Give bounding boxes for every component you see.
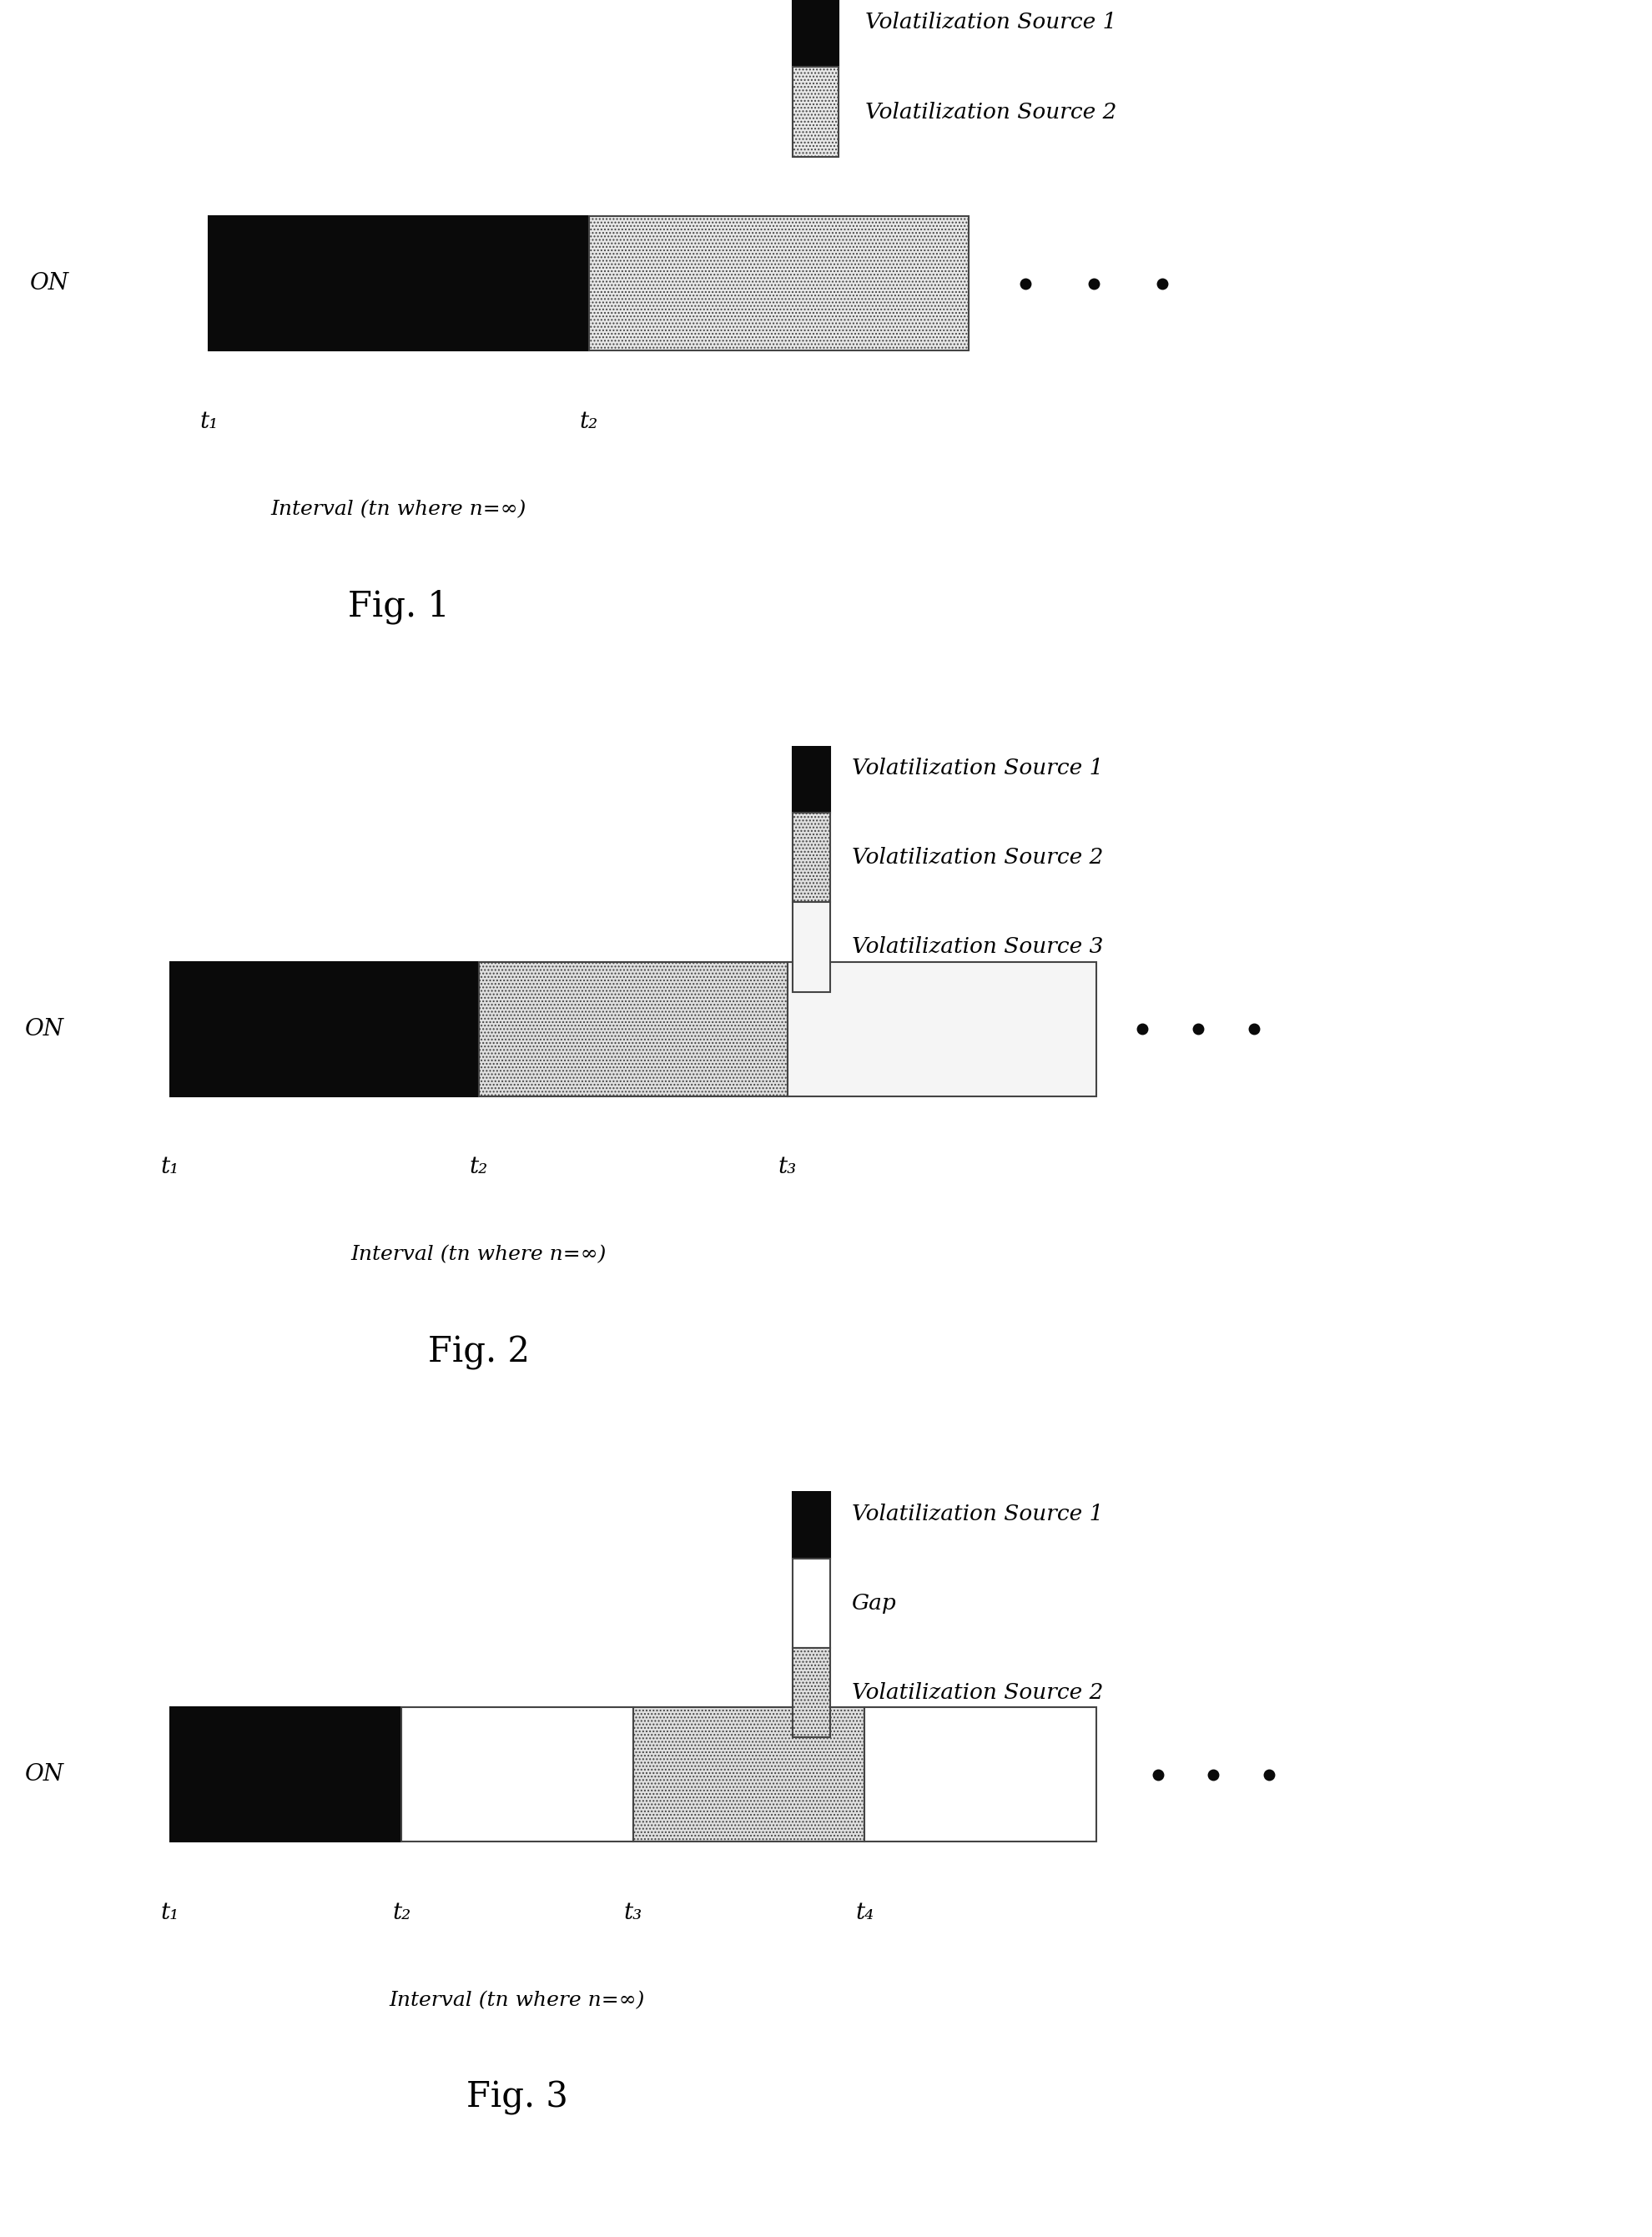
Bar xyxy=(401,1707,633,1841)
Text: Fig. 1: Fig. 1 xyxy=(349,588,449,624)
Bar xyxy=(793,1559,829,1649)
Text: Volatilization Source 2: Volatilization Source 2 xyxy=(852,1682,1104,1702)
Bar xyxy=(633,1707,864,1841)
Text: Fig. 2: Fig. 2 xyxy=(428,1335,530,1369)
Bar xyxy=(588,217,968,351)
Bar xyxy=(793,902,829,991)
Bar xyxy=(170,962,479,1096)
Text: t₃: t₃ xyxy=(778,1157,796,1179)
Text: Volatilization Source 2: Volatilization Source 2 xyxy=(866,101,1117,123)
Text: ON: ON xyxy=(25,1763,64,1785)
Text: ON: ON xyxy=(25,1018,64,1040)
Text: Volatilization Source 2: Volatilization Source 2 xyxy=(852,848,1104,868)
Text: Fig. 3: Fig. 3 xyxy=(466,2080,568,2116)
Text: Volatilization Source 1: Volatilization Source 1 xyxy=(852,758,1104,778)
Text: t₁: t₁ xyxy=(160,1157,178,1179)
Text: Gap: Gap xyxy=(852,1593,897,1613)
Bar xyxy=(170,1707,401,1841)
Bar xyxy=(793,0,839,67)
Text: Interval (tn where n=∞): Interval (tn where n=∞) xyxy=(271,499,527,519)
Bar xyxy=(479,962,788,1096)
Text: t₁: t₁ xyxy=(200,409,218,432)
Bar xyxy=(793,1649,829,1738)
Bar xyxy=(793,723,829,812)
Text: t₂: t₂ xyxy=(469,1157,487,1179)
Text: Volatilization Source 1: Volatilization Source 1 xyxy=(852,1503,1104,1523)
Text: Interval (tn where n=∞): Interval (tn where n=∞) xyxy=(390,1991,644,2011)
Text: t₂: t₂ xyxy=(580,409,598,432)
Bar xyxy=(793,1470,829,1559)
Text: t₂: t₂ xyxy=(392,1901,411,1924)
Text: Volatilization Source 1: Volatilization Source 1 xyxy=(866,11,1117,34)
Text: t₃: t₃ xyxy=(624,1901,643,1924)
Text: ON: ON xyxy=(30,273,69,295)
Text: t₁: t₁ xyxy=(160,1901,178,1924)
Bar xyxy=(793,67,839,157)
Text: Interval (tn where n=∞): Interval (tn where n=∞) xyxy=(350,1246,606,1264)
Text: Volatilization Source 3: Volatilization Source 3 xyxy=(852,937,1104,957)
Bar xyxy=(793,812,829,902)
Bar xyxy=(208,217,588,351)
Text: t₄: t₄ xyxy=(856,1901,874,1924)
Bar xyxy=(864,1707,1097,1841)
Bar xyxy=(788,962,1097,1096)
